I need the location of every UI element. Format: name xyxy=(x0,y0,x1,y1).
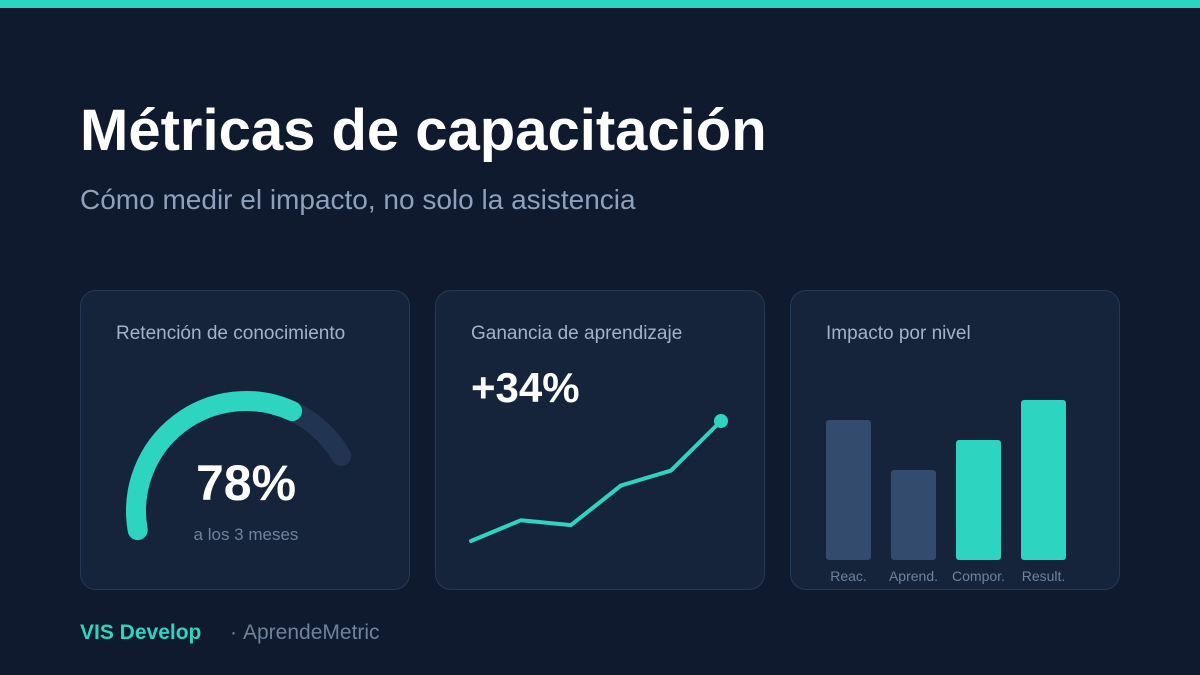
impact-bar xyxy=(956,440,1001,560)
impact-bar-chart: Reac. Aprend. Compor. Result. xyxy=(826,400,1066,584)
footer-product: AprendeMetric xyxy=(243,621,380,644)
page-title: Métricas de capacitación xyxy=(80,98,767,163)
footer-brand: VIS Develop xyxy=(80,621,202,644)
retention-caption: a los 3 meses xyxy=(193,525,299,544)
gain-card-label: Ganancia de aprendizaje xyxy=(471,323,683,344)
gain-value: +34% xyxy=(471,364,580,411)
gain-series-line xyxy=(469,419,723,543)
retention-card: Retención de conocimiento 78% a los 3 me… xyxy=(80,290,410,590)
retention-value: 78% xyxy=(195,455,297,511)
impact-card-label: Impacto por nivel xyxy=(826,323,971,344)
impact-bar-label: Compor. xyxy=(952,568,1005,584)
gain-line-chart xyxy=(469,414,728,543)
gain-end-marker xyxy=(714,414,728,428)
page-subtitle: Cómo medir el impacto, no solo la asiste… xyxy=(80,184,636,215)
impact-bar-label: Reac. xyxy=(830,568,867,584)
impact-bar-label: Result. xyxy=(1022,568,1066,584)
retention-card-label: Retención de conocimiento xyxy=(116,323,346,344)
gauge-fill xyxy=(126,391,303,541)
top-accent-bar xyxy=(0,0,1200,8)
retention-gauge xyxy=(126,391,352,541)
footer-separator: · xyxy=(230,621,237,644)
impact-bar xyxy=(891,470,936,560)
impact-bar xyxy=(1021,400,1066,560)
impact-bar xyxy=(826,420,871,560)
gain-card: Ganancia de aprendizaje +34% xyxy=(435,290,765,590)
impact-card: Impacto por nivel Reac. Aprend. Compor. Res… xyxy=(790,290,1120,590)
impact-bar-label: Aprend. xyxy=(889,568,938,584)
